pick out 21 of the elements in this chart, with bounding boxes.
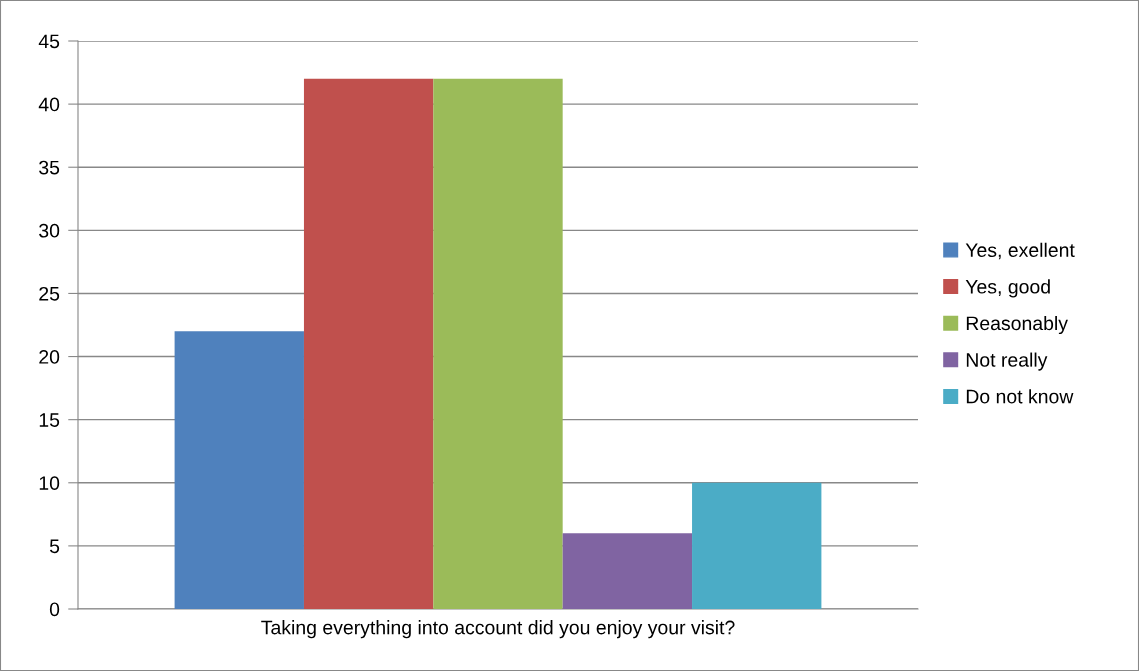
legend-label: Reasonably <box>966 315 1068 335</box>
y-tick-label: 15 <box>39 413 60 427</box>
legend-label: Not really <box>966 352 1048 371</box>
y-tick-label: 40 <box>38 97 60 112</box>
bar <box>174 331 304 609</box>
legend-label: Yes, good <box>965 279 1050 298</box>
x-tick-label: Taking everything into account did you enjoy your visit? <box>261 620 735 639</box>
y-tick-label: 25 <box>39 286 60 301</box>
y-tick-label: 30 <box>39 223 60 238</box>
y-tick-label: 0 <box>49 602 60 617</box>
y-tick-label: 20 <box>39 350 60 364</box>
bar <box>692 482 822 609</box>
y-tick-label: 5 <box>49 539 60 554</box>
y-tick-label: 45 <box>38 34 60 49</box>
legend-label: Do not know <box>966 389 1074 404</box>
bar <box>562 533 693 609</box>
bar <box>433 78 563 609</box>
y-tick-label: 35 <box>39 160 60 175</box>
y-tick-label: 10 <box>39 476 60 491</box>
bar <box>303 78 434 609</box>
legend-label: Yes, exellent <box>965 242 1075 260</box>
